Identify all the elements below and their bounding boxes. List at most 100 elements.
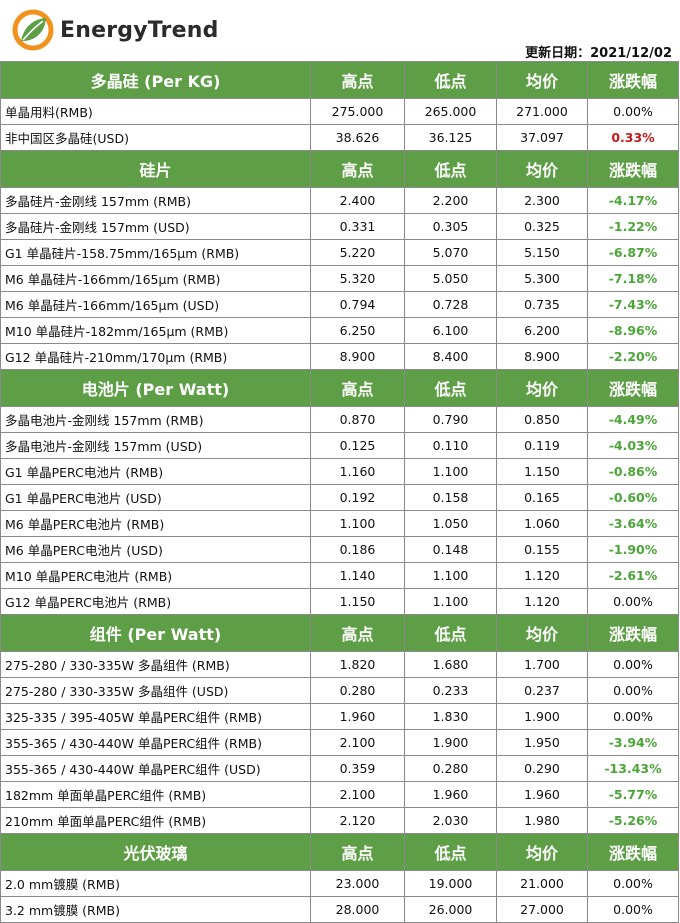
high-price: 8.900 bbox=[310, 343, 405, 370]
product-name: 多晶电池片-金刚线 157mm (USD) bbox=[0, 432, 311, 459]
high-price: 0.192 bbox=[310, 484, 405, 511]
avg-price: 0.155 bbox=[496, 536, 588, 563]
product-name: 非中国区多晶硅(USD) bbox=[0, 124, 311, 151]
low-price: 265.000 bbox=[404, 98, 497, 125]
low-price: 8.400 bbox=[404, 343, 497, 370]
low-price: 1.100 bbox=[404, 588, 497, 615]
price-change: -3.94% bbox=[587, 729, 679, 756]
avg-price: 2.300 bbox=[496, 187, 588, 214]
section-header: 光伏玻璃 高点 低点 均价 涨跌幅 bbox=[0, 833, 679, 871]
low-price: 0.305 bbox=[404, 213, 497, 240]
table-row: M10 单晶PERC电池片 (RMB) 1.140 1.100 1.120 -2.61% bbox=[0, 562, 679, 589]
low-price: 0.148 bbox=[404, 536, 497, 563]
price-change: -4.49% bbox=[587, 406, 679, 433]
product-name: M6 单晶硅片-166mm/165μm (RMB) bbox=[0, 265, 311, 292]
high-price: 2.100 bbox=[310, 781, 405, 808]
product-name: 单晶用料(RMB) bbox=[0, 98, 311, 125]
high-price: 2.120 bbox=[310, 807, 405, 834]
high-price: 275.000 bbox=[310, 98, 405, 125]
low-price: 2.030 bbox=[404, 807, 497, 834]
product-name: M6 单晶PERC电池片 (USD) bbox=[0, 536, 311, 563]
high-price: 6.250 bbox=[310, 317, 405, 344]
product-name: 多晶电池片-金刚线 157mm (RMB) bbox=[0, 406, 311, 433]
avg-price: 0.850 bbox=[496, 406, 588, 433]
column-header: 低点 bbox=[404, 150, 497, 188]
product-name: 3.2 mm镀膜 (RMB) bbox=[0, 896, 311, 923]
high-price: 0.794 bbox=[310, 291, 405, 318]
high-price: 38.626 bbox=[310, 124, 405, 151]
high-price: 2.400 bbox=[310, 187, 405, 214]
brand-logo: EnergyTrend bbox=[12, 9, 219, 51]
price-change: 0.00% bbox=[587, 677, 679, 704]
price-change: 0.00% bbox=[587, 870, 679, 897]
avg-price: 1.700 bbox=[496, 651, 588, 678]
column-header: 涨跌幅 bbox=[587, 369, 679, 407]
column-header: 低点 bbox=[404, 614, 497, 652]
section-header: 多晶硅 (Per KG) 高点 低点 均价 涨跌幅 bbox=[0, 61, 679, 99]
table-row: G1 单晶硅片-158.75mm/165μm (RMB) 5.220 5.070 5.… bbox=[0, 239, 679, 266]
price-change: -7.18% bbox=[587, 265, 679, 292]
price-table: 多晶硅 (Per KG) 高点 低点 均价 涨跌幅 单晶用料(RMB) 275.000 265… bbox=[0, 61, 679, 923]
price-change: -0.86% bbox=[587, 458, 679, 485]
section-title: 电池片 (Per Watt) bbox=[0, 369, 311, 407]
header: EnergyTrend 更新日期：2021/12/02 bbox=[0, 0, 680, 61]
high-price: 1.960 bbox=[310, 703, 405, 730]
product-name: 2.0 mm镀膜 (RMB) bbox=[0, 870, 311, 897]
low-price: 0.110 bbox=[404, 432, 497, 459]
table-row: M6 单晶硅片-166mm/165μm (RMB) 5.320 5.050 5.300… bbox=[0, 265, 679, 292]
avg-price: 1.980 bbox=[496, 807, 588, 834]
product-name: M6 单晶PERC电池片 (RMB) bbox=[0, 510, 311, 537]
avg-price: 1.120 bbox=[496, 562, 588, 589]
price-change: -2.20% bbox=[587, 343, 679, 370]
low-price: 2.200 bbox=[404, 187, 497, 214]
low-price: 1.900 bbox=[404, 729, 497, 756]
avg-price: 0.237 bbox=[496, 677, 588, 704]
low-price: 0.280 bbox=[404, 755, 497, 782]
column-header: 高点 bbox=[310, 833, 405, 871]
low-price: 1.830 bbox=[404, 703, 497, 730]
section-title: 组件 (Per Watt) bbox=[0, 614, 311, 652]
section-title: 硅片 bbox=[0, 150, 311, 188]
price-change: -4.03% bbox=[587, 432, 679, 459]
low-price: 1.100 bbox=[404, 562, 497, 589]
table-row: M6 单晶硅片-166mm/165μm (USD) 0.794 0.728 0.735… bbox=[0, 291, 679, 318]
high-price: 0.186 bbox=[310, 536, 405, 563]
section-header: 电池片 (Per Watt) 高点 低点 均价 涨跌幅 bbox=[0, 369, 679, 407]
high-price: 23.000 bbox=[310, 870, 405, 897]
column-header: 均价 bbox=[496, 833, 588, 871]
price-change: -6.87% bbox=[587, 239, 679, 266]
table-row: 325-335 / 395-405W 单晶PERC组件 (RMB) 1.960 1.… bbox=[0, 703, 679, 730]
price-change: 0.00% bbox=[587, 98, 679, 125]
price-change: -8.96% bbox=[587, 317, 679, 344]
price-change: -3.64% bbox=[587, 510, 679, 537]
column-header: 高点 bbox=[310, 369, 405, 407]
price-table-body: 多晶硅 (Per KG) 高点 低点 均价 涨跌幅 单晶用料(RMB) 275.000 265… bbox=[0, 61, 679, 923]
avg-price: 1.950 bbox=[496, 729, 588, 756]
high-price: 0.870 bbox=[310, 406, 405, 433]
avg-price: 5.300 bbox=[496, 265, 588, 292]
table-row: M10 单晶硅片-182mm/165μm (RMB) 6.250 6.100 6.20… bbox=[0, 317, 679, 344]
product-name: 355-365 / 430-440W 单晶PERC组件 (RMB) bbox=[0, 729, 311, 756]
high-price: 1.100 bbox=[310, 510, 405, 537]
product-name: M10 单晶硅片-182mm/165μm (RMB) bbox=[0, 317, 311, 344]
price-change: -1.90% bbox=[587, 536, 679, 563]
product-name: 355-365 / 430-440W 单晶PERC组件 (USD) bbox=[0, 755, 311, 782]
high-price: 1.150 bbox=[310, 588, 405, 615]
price-change: -5.26% bbox=[587, 807, 679, 834]
avg-price: 0.119 bbox=[496, 432, 588, 459]
avg-price: 0.165 bbox=[496, 484, 588, 511]
price-change: -0.60% bbox=[587, 484, 679, 511]
low-price: 1.960 bbox=[404, 781, 497, 808]
section-title: 多晶硅 (Per KG) bbox=[0, 61, 311, 99]
high-price: 0.331 bbox=[310, 213, 405, 240]
table-row: 210mm 单面单晶PERC组件 (RMB) 2.120 2.030 1.980 -5.… bbox=[0, 807, 679, 834]
product-name: 多晶硅片-金刚线 157mm (RMB) bbox=[0, 187, 311, 214]
table-row: 多晶电池片-金刚线 157mm (USD) 0.125 0.110 0.119 -4.0… bbox=[0, 432, 679, 459]
section-header: 组件 (Per Watt) 高点 低点 均价 涨跌幅 bbox=[0, 614, 679, 652]
price-change: -1.22% bbox=[587, 213, 679, 240]
avg-price: 37.097 bbox=[496, 124, 588, 151]
low-price: 5.070 bbox=[404, 239, 497, 266]
avg-price: 0.290 bbox=[496, 755, 588, 782]
avg-price: 0.735 bbox=[496, 291, 588, 318]
